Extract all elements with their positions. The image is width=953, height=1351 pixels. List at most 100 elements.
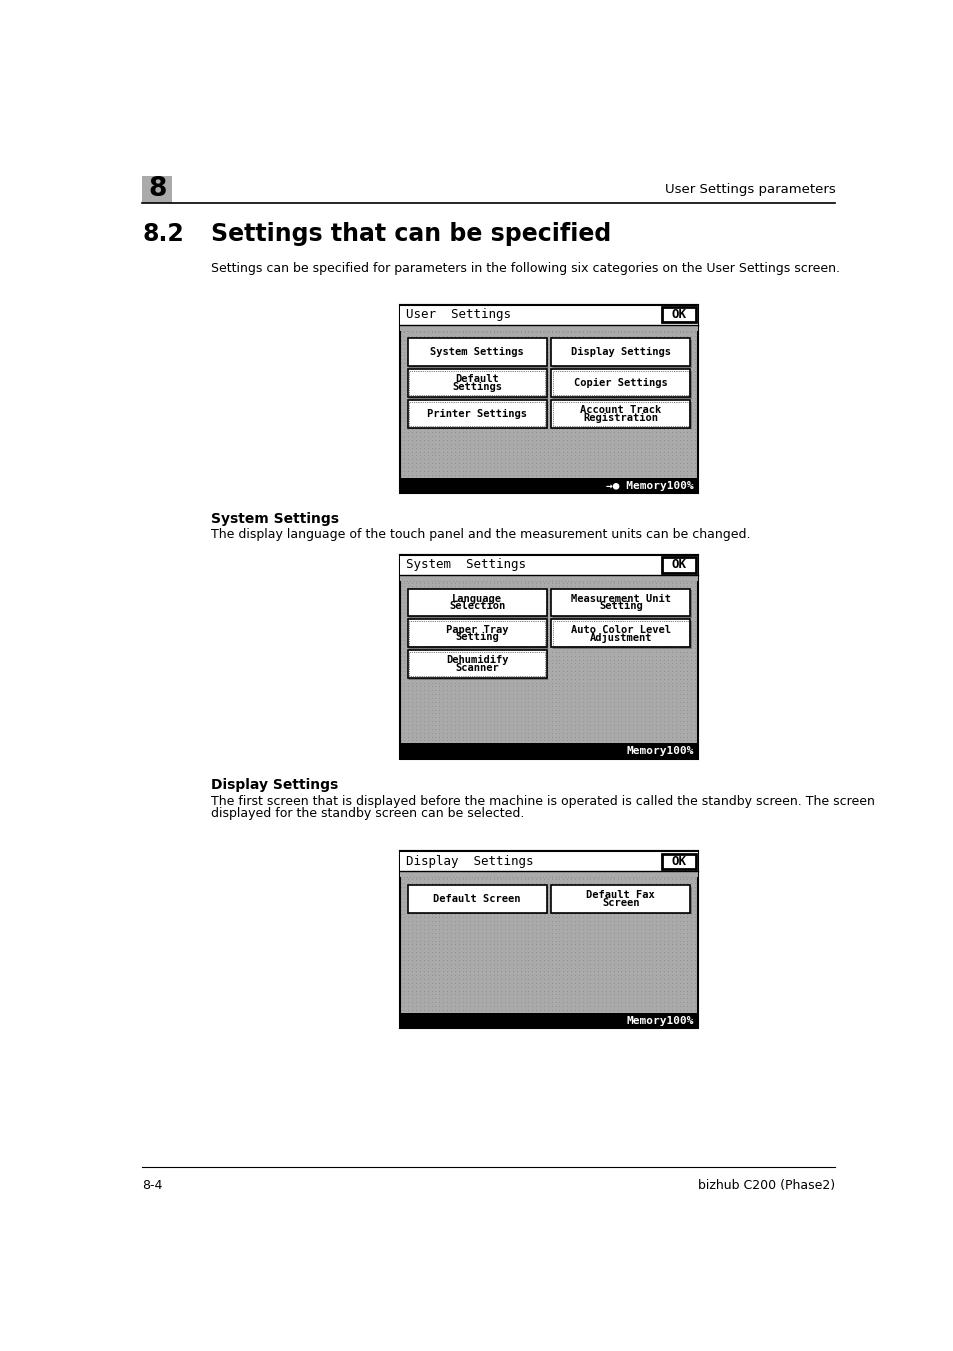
Point [667, 665, 682, 686]
Point [543, 961, 558, 982]
Point [432, 992, 447, 1013]
Point [432, 399, 447, 420]
Point [536, 923, 551, 944]
Point [485, 688, 500, 709]
Point [629, 919, 644, 940]
Point [474, 684, 489, 705]
Point [559, 390, 575, 412]
Point [524, 703, 539, 724]
Point [617, 698, 632, 720]
Point [687, 848, 702, 870]
Point [683, 303, 699, 324]
Point [393, 744, 408, 766]
Point [675, 919, 690, 940]
Point [524, 567, 539, 589]
Point [517, 563, 532, 585]
Point [575, 692, 590, 713]
Point [501, 417, 517, 439]
Point [489, 363, 504, 385]
Point [427, 567, 442, 589]
Point [474, 617, 489, 639]
Point [458, 403, 474, 424]
Point [617, 467, 632, 489]
Point [448, 861, 463, 882]
Point [396, 607, 412, 628]
Point [436, 299, 451, 320]
Point [497, 1000, 513, 1021]
Point [396, 334, 412, 355]
Point [582, 846, 598, 867]
Point [547, 363, 562, 385]
Point [547, 965, 562, 986]
Point [578, 480, 594, 501]
Point [652, 313, 667, 335]
Point [485, 590, 500, 612]
Point [613, 544, 628, 566]
Point [625, 588, 640, 609]
Point [640, 846, 656, 867]
Point [404, 607, 419, 628]
Point [419, 942, 435, 963]
Point [436, 345, 451, 366]
Point [663, 476, 679, 497]
Point [443, 580, 458, 601]
Point [466, 988, 481, 1009]
Point [659, 313, 674, 335]
Point [393, 322, 408, 343]
Point [679, 334, 694, 355]
Point [513, 698, 528, 720]
Point [687, 320, 702, 342]
Point [528, 923, 543, 944]
Point [598, 313, 613, 335]
Point [629, 857, 644, 878]
Point [590, 449, 605, 470]
Point [408, 865, 423, 886]
Point [571, 703, 586, 724]
Point [402, 863, 417, 885]
Point [547, 676, 562, 697]
Point [509, 946, 524, 967]
Point [663, 353, 679, 374]
Point [633, 576, 648, 597]
Point [621, 340, 637, 362]
Point [541, 863, 557, 885]
Point [520, 667, 536, 689]
Point [520, 676, 536, 697]
Point [443, 553, 458, 574]
Point [481, 453, 497, 474]
Point [404, 742, 419, 763]
Point [524, 430, 539, 451]
Point [671, 734, 686, 755]
Point [582, 929, 598, 951]
Point [616, 570, 631, 592]
Point [559, 717, 575, 739]
Point [652, 721, 667, 743]
Point [497, 898, 513, 920]
Point [505, 603, 520, 624]
Point [644, 345, 659, 366]
Point [477, 449, 493, 470]
Point [601, 680, 617, 701]
Point [581, 563, 597, 585]
Point [455, 692, 470, 713]
Point [501, 846, 517, 867]
Point [501, 413, 517, 435]
Point [675, 923, 690, 944]
Point [637, 386, 652, 408]
Point [451, 934, 466, 955]
Point [485, 340, 500, 362]
Point [497, 313, 513, 335]
Point [436, 996, 451, 1017]
Point [455, 703, 470, 724]
Point [419, 476, 435, 497]
Point [513, 923, 528, 944]
Point [640, 349, 656, 370]
Point [443, 676, 458, 697]
Point [683, 394, 699, 416]
Point [590, 621, 605, 643]
Point [501, 544, 517, 566]
Point [520, 692, 536, 713]
Point [621, 846, 637, 867]
Point [575, 576, 590, 597]
Point [594, 907, 609, 928]
